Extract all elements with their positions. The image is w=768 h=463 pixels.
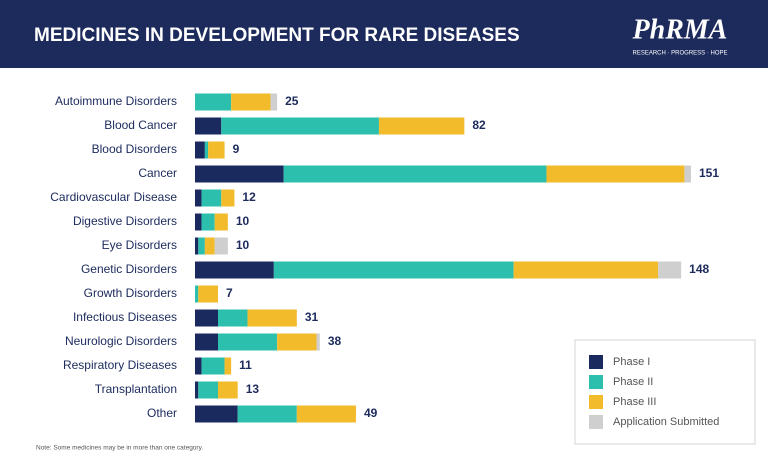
legend-swatch	[589, 355, 603, 369]
bar-segment	[224, 357, 232, 375]
bar-segment	[378, 117, 465, 135]
category-label: Cardiovascular Disease	[50, 190, 177, 204]
bar-segment	[195, 333, 218, 351]
bar-segment	[198, 381, 218, 399]
bar-segment	[198, 285, 218, 303]
bar-segment	[198, 237, 205, 255]
bar-segment	[316, 333, 320, 351]
bar-segment	[513, 261, 659, 279]
category-label: Transplantation	[95, 382, 177, 396]
bar-segment	[221, 117, 379, 135]
bar-segment	[201, 213, 215, 231]
bar-segment	[214, 237, 228, 255]
footnote: Note: Some medicines may be in more than…	[36, 445, 203, 452]
bar-segment	[195, 141, 205, 159]
bar-segment	[283, 165, 547, 183]
header-band	[0, 0, 768, 68]
total-label: 11	[239, 358, 252, 372]
category-label: Blood Disorders	[92, 142, 177, 156]
category-label: Autoimmune Disorders	[55, 94, 177, 108]
logo-tagline: RESEARCH · PROGRESS · HOPE	[632, 51, 727, 57]
legend-swatch	[589, 375, 603, 389]
legend-label: Phase II	[613, 376, 653, 388]
total-label: 82	[472, 118, 486, 132]
total-label: 13	[246, 382, 260, 396]
total-label: 25	[285, 94, 299, 108]
bar-segment	[195, 381, 199, 399]
total-label: 38	[328, 334, 342, 348]
bar-segment	[247, 309, 297, 327]
bar-segment	[296, 405, 356, 423]
category-label: Blood Cancer	[104, 118, 177, 132]
category-label: Digestive Disorders	[73, 214, 177, 228]
bar-segment	[546, 165, 685, 183]
bar-segment	[658, 261, 682, 279]
legend-label: Phase I	[613, 356, 650, 368]
total-label: 148	[689, 262, 709, 276]
bar-segment	[204, 237, 215, 255]
category-label: Neurologic Disorders	[65, 334, 177, 348]
category-label: Growth Disorders	[84, 286, 177, 300]
bar-segment	[195, 93, 232, 111]
chart-title: MEDICINES IN DEVELOPMENT FOR RARE DISEAS…	[34, 25, 520, 46]
bar-segment	[195, 213, 202, 231]
total-label: 151	[699, 166, 719, 180]
bar-segment	[208, 141, 225, 159]
bar-segment	[195, 117, 222, 135]
bar-segment	[277, 333, 317, 351]
bar-segment	[214, 213, 228, 231]
bar-segment	[195, 309, 218, 327]
total-label: 7	[226, 286, 233, 300]
bar-segment	[217, 309, 248, 327]
total-label: 12	[242, 190, 256, 204]
total-label: 31	[305, 310, 319, 324]
bar-segment	[201, 357, 225, 375]
bar-segment	[195, 189, 202, 207]
bar-segment	[195, 261, 274, 279]
category-label: Cancer	[138, 166, 177, 180]
bar-segment	[195, 357, 202, 375]
bar-segment	[684, 165, 691, 183]
bar-segment	[270, 93, 278, 111]
total-label: 10	[236, 214, 250, 228]
bar-segment	[195, 405, 238, 423]
category-label: Genetic Disorders	[81, 262, 177, 276]
bar-segment	[195, 285, 199, 303]
bar-segment	[204, 141, 209, 159]
legend-label: Phase III	[613, 396, 656, 408]
category-label: Eye Disorders	[102, 238, 177, 252]
total-label: 49	[364, 406, 378, 420]
total-label: 10	[236, 238, 250, 252]
category-label: Other	[147, 406, 177, 420]
bar-segment	[221, 189, 235, 207]
bar-segment	[195, 165, 284, 183]
legend-label: Application Submitted	[613, 416, 719, 428]
bar-segment	[217, 381, 238, 399]
legend-swatch	[589, 415, 603, 429]
logo: PhRMA	[632, 14, 728, 45]
bar-segment	[201, 189, 222, 207]
legend-box	[574, 339, 756, 445]
category-label: Infectious Diseases	[73, 310, 177, 324]
total-label: 9	[233, 142, 240, 156]
legend-swatch	[589, 395, 603, 409]
bar-segment	[273, 261, 514, 279]
bar-segment	[231, 93, 271, 111]
bar-segment	[237, 405, 297, 423]
category-label: Respiratory Diseases	[63, 358, 177, 372]
bar-segment	[217, 333, 278, 351]
bar-segment	[195, 237, 199, 255]
